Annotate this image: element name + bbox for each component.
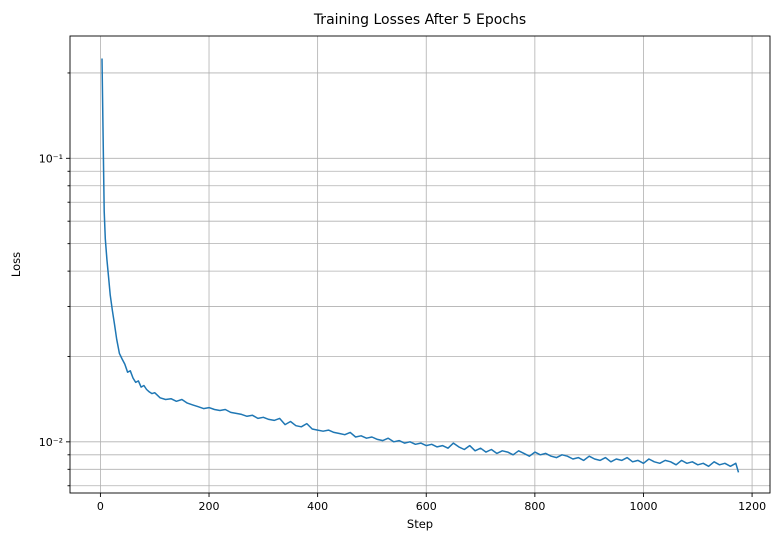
y-tick-label: 10⁻¹ [39,152,63,165]
y-tick-label: 10⁻² [39,436,63,449]
x-tick-label: 200 [199,500,220,513]
x-tick-label: 400 [307,500,328,513]
x-tick-label: 0 [97,500,104,513]
loss-series-line [101,58,740,473]
x-tick-label: 1000 [629,500,657,513]
x-axis-label: Step [407,517,433,531]
chart-title: Training Losses After 5 Epochs [313,12,526,28]
grid [70,36,770,493]
series-layer [101,58,740,473]
x-tick-label: 600 [416,500,437,513]
y-axis-label: Loss [9,252,23,277]
axes-frame [69,35,771,494]
x-tick-label: 1200 [738,500,766,513]
ticks: 0 200 400 600 800 1000 1200 10⁻² 10⁻¹ [39,72,766,513]
x-tick-label: 800 [524,500,545,513]
